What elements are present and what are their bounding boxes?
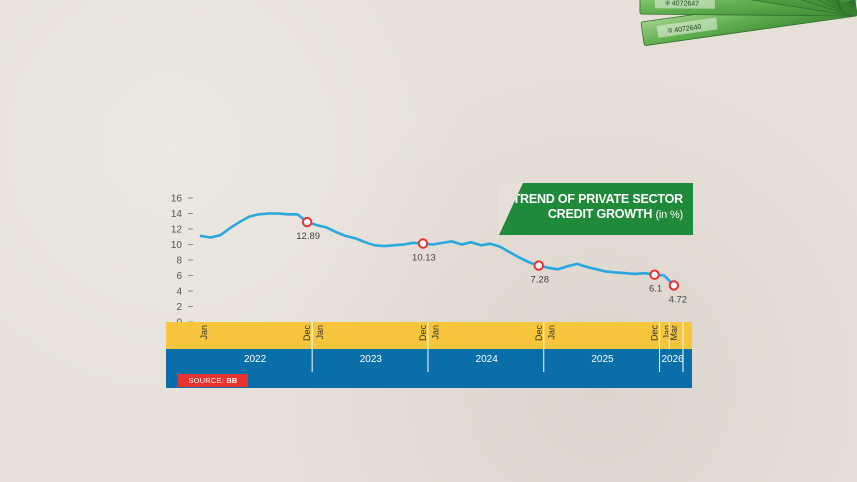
data-label: 10.13	[412, 252, 436, 263]
month-label: Jan	[199, 325, 209, 340]
svg-text:ক 4072640: ক 4072640	[666, 24, 702, 36]
y-tick-label: 14	[171, 209, 183, 220]
source-value: BB	[226, 376, 238, 385]
year-band	[166, 349, 692, 388]
banknote: ক 4072654	[640, 0, 857, 16]
data-label: 6.1	[649, 284, 662, 295]
y-tick-label: 2	[176, 302, 182, 313]
banknote: ক 4072668	[655, 0, 857, 15]
banknote: ক 4072661	[645, 0, 857, 16]
annotations: 12.89 10.13 7.28 6.1 4.72	[296, 216, 688, 305]
month-label: Dec	[650, 325, 660, 342]
title-line1: TREND OF PRIVATE SECTOR	[512, 192, 684, 206]
banknote: ক 4072703	[761, 0, 857, 6]
data-point-marker	[301, 216, 313, 228]
month-label: Dec	[534, 325, 544, 342]
year-label: 2024	[476, 354, 499, 365]
year-label: 2026	[661, 354, 684, 365]
title-line2-wrap: CREDIT GROWTH (in %)	[499, 207, 683, 223]
month-label: Jan	[662, 325, 672, 340]
data-label: 7.28	[531, 275, 550, 286]
series-line	[199, 212, 676, 287]
y-tick-label: 12	[171, 225, 183, 236]
data-point-marker	[417, 238, 429, 249]
y-tick-label: 6	[176, 271, 182, 282]
year-label: 2025	[591, 354, 614, 365]
month-label: Jan	[546, 325, 556, 340]
banknote: ক 4072689	[709, 0, 857, 10]
y-tick-label: 10	[171, 240, 183, 251]
y-axis: 1614121086420	[171, 194, 193, 329]
y-tick-label: 4	[176, 287, 182, 298]
y-tick-label: 8	[176, 256, 182, 267]
banknote: ক 4072682	[687, 0, 857, 12]
banknotes-illustration: ক 4072640 ক 4072647ক 4072654ক 4072661ক 40…	[639, 0, 857, 46]
month-label: Jan	[431, 325, 441, 340]
month-band	[166, 322, 692, 349]
month-label: Dec	[302, 325, 312, 342]
title-line2: CREDIT GROWTH	[547, 207, 653, 221]
title-unit: (in %)	[655, 209, 683, 221]
year-label: 2023	[360, 354, 383, 365]
banknote: ক 4072647	[639, 0, 856, 17]
data-label: 12.89	[296, 231, 320, 242]
svg-text:ক 4072647: ক 4072647	[664, 0, 699, 7]
banknote: ক 4072675	[669, 0, 857, 13]
data-point-marker	[649, 269, 660, 280]
month-label: Dec	[418, 325, 428, 342]
source-label: SOURCE:	[188, 376, 225, 385]
month-label: Mar	[669, 325, 679, 341]
y-tick-label: 16	[171, 194, 183, 205]
banknote: ক 4072710	[791, 0, 857, 4]
chart-title: TREND OF PRIVATE SECTOR CREDIT GROWTH (i…	[499, 183, 693, 235]
source-badge: SOURCE: BB	[178, 374, 248, 387]
data-point-marker	[533, 260, 544, 271]
year-label: 2022	[244, 354, 267, 365]
month-label: Jan	[315, 325, 325, 340]
banknote: ক 4072696	[733, 0, 857, 8]
data-label: 4.72	[669, 294, 688, 305]
data-point-marker	[668, 280, 680, 291]
